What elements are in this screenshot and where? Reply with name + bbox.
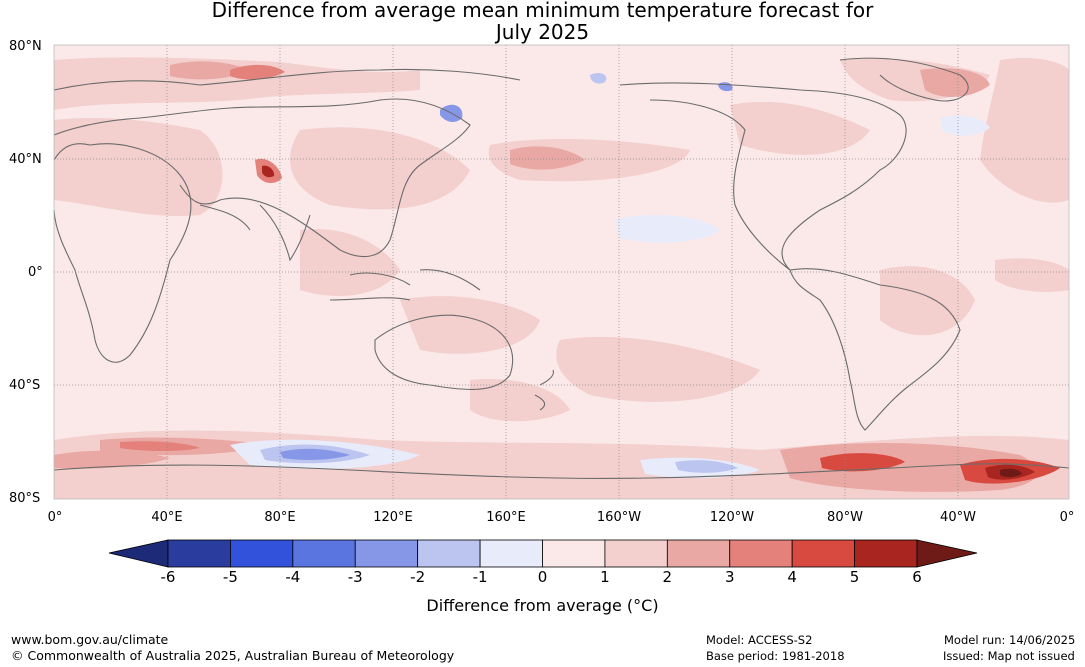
colorbar-tick-label: 0 <box>537 568 548 586</box>
colorbar-tick-label: 2 <box>662 568 673 586</box>
lat-label-40s: 40°S <box>9 378 41 393</box>
colorbar-cell <box>791 539 855 568</box>
colorbar-tick-label: -3 <box>347 568 363 586</box>
colorbar-tick-label: -5 <box>222 568 238 586</box>
lat-label-80n: 80°N <box>9 39 42 54</box>
colorbar-tick-label: 5 <box>849 568 860 586</box>
footer-copyright: © Commonwealth of Australia 2025, Austra… <box>11 648 455 663</box>
colorbar-cell <box>604 539 668 568</box>
lon-label-0-left: 0° <box>47 510 63 525</box>
colorbar-over-triangle <box>916 539 978 568</box>
colorbar-tick-label: -1 <box>472 568 488 586</box>
colorbar-cell <box>417 539 481 568</box>
colorbar-cell <box>292 539 356 568</box>
colorbar-tick-label: 3 <box>724 568 735 586</box>
map-frame <box>53 44 1070 500</box>
colorbar-label: Difference from average (°C) <box>426 596 659 615</box>
lon-label-0-right: 0° <box>1059 510 1075 525</box>
colorbar-tick-label: -4 <box>285 568 301 586</box>
colorbar-cell <box>666 539 731 568</box>
colorbar-tick-label: 6 <box>912 568 922 586</box>
colorbar-cells <box>167 539 918 568</box>
lon-label-160e: 160°E <box>486 510 526 525</box>
footer-site: www.bom.gov.au/climate <box>11 632 169 647</box>
lat-label-40n: 40°N <box>9 152 42 167</box>
lon-label-160w: 160°W <box>596 510 642 525</box>
colorbar-cell <box>542 539 606 568</box>
lon-label-120w: 120°W <box>709 510 755 525</box>
anomaly-patches <box>54 57 1069 499</box>
colorbar-cell <box>729 539 793 568</box>
lon-label-80w: 80°W <box>827 510 863 525</box>
colorbar-cell <box>354 539 419 568</box>
footer-model: Model: ACCESS-S2 <box>706 633 813 647</box>
colorbar-tick-label: -2 <box>410 568 426 586</box>
colorbar-cell <box>854 539 918 568</box>
coastlines <box>53 57 1070 479</box>
lat-label-80s: 80°S <box>9 491 41 506</box>
colorbar-tick-label: 1 <box>600 568 610 586</box>
colorbar-tick-label: 4 <box>787 568 797 586</box>
colorbar-tick-label: -6 <box>160 568 176 586</box>
colorbar-cell <box>479 539 543 568</box>
colorbar-under-triangle <box>108 539 169 568</box>
footer-base-period: Base period: 1981-2018 <box>706 649 845 663</box>
lon-label-80e: 80°E <box>264 510 296 525</box>
lon-label-40e: 40°E <box>151 510 183 525</box>
colorbar-cell <box>167 539 231 568</box>
footer-issued: Issued: Map not issued <box>943 649 1075 663</box>
map-title-line2: July 2025 <box>495 20 590 44</box>
footer-model-run: Model run: 14/06/2025 <box>944 633 1076 647</box>
map-title-line1: Difference from average mean minimum tem… <box>211 0 874 22</box>
lon-label-120e: 120°E <box>373 510 413 525</box>
lon-label-40w: 40°W <box>940 510 976 525</box>
colorbar-cell <box>230 539 294 568</box>
lat-label-equator: 0° <box>28 265 43 280</box>
graticule <box>54 45 1069 499</box>
